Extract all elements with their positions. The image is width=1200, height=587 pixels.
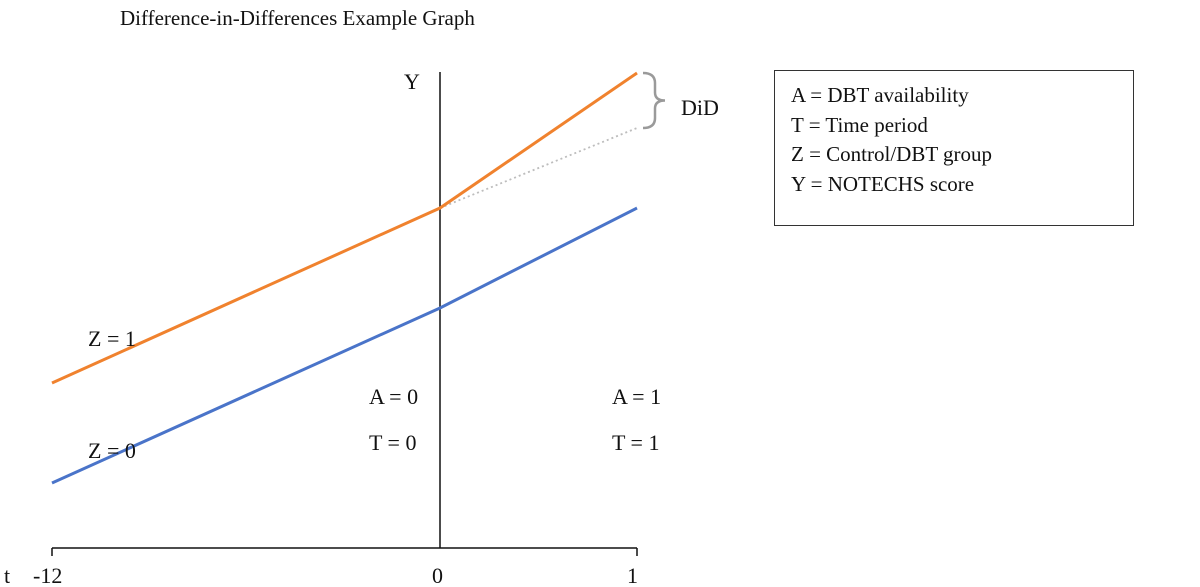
post-period-a-label: A = 1 <box>612 384 661 409</box>
legend-item-t: T = Time period <box>791 112 928 137</box>
series-line-z1 <box>51 71 638 385</box>
series-line-z0 <box>51 206 638 485</box>
legend-item-a: A = DBT availability <box>791 83 969 107</box>
pre-period-t-label: T = 0 <box>369 430 416 455</box>
legend-box: A = DBT availability T = Time period Z =… <box>774 70 1134 226</box>
legend-item-y: Y = NOTECHS score <box>791 171 975 196</box>
chart-title: Difference-in-Differences Example Graph <box>120 6 475 30</box>
x-axis-label: t <box>4 563 10 587</box>
y-axis-label: Y <box>404 69 420 94</box>
series-label-z1: Z = 1 <box>88 326 136 351</box>
x-tick-label: -12 <box>33 563 62 587</box>
x-tick-label: 0 <box>432 563 443 587</box>
pre-period-a-label: A = 0 <box>369 384 418 409</box>
x-tick-label: 1 <box>627 563 638 587</box>
legend-item-z: Z = Control/DBT group <box>791 142 993 166</box>
series-line-counterfactual <box>439 127 638 209</box>
series-label-z0: Z = 0 <box>88 438 136 463</box>
did-bracket <box>642 71 666 130</box>
post-period-t-label: T = 1 <box>612 430 659 455</box>
did-label: DiD <box>681 95 719 120</box>
